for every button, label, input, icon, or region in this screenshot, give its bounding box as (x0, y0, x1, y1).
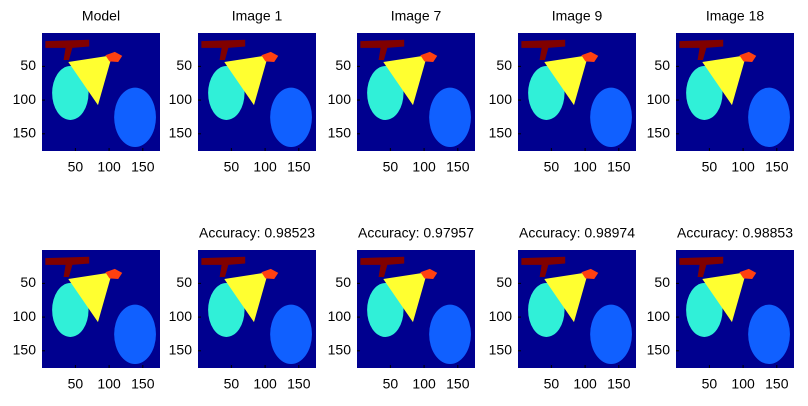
y-tick-label: 100 (169, 308, 193, 324)
x-tick-label: 50 (544, 376, 560, 392)
y-tick-label: 100 (489, 308, 513, 324)
y-tick-label: 50 (176, 274, 192, 290)
x-tick-label: 50 (702, 159, 718, 175)
panel-title: Image 1 (232, 8, 283, 24)
x-tick-label: 100 (97, 159, 121, 175)
y-tick-label: 150 (489, 125, 513, 141)
y-tick-label: 150 (489, 342, 513, 358)
x-tick-label: 150 (765, 376, 789, 392)
x-tick-label: 50 (224, 159, 240, 175)
x-tick-label: 150 (131, 159, 155, 175)
x-tick-label: 100 (97, 376, 121, 392)
x-tick-label: 100 (573, 376, 597, 392)
panel-title: Model (82, 8, 120, 24)
y-tick-label: 100 (647, 308, 671, 324)
y-tick-label: 100 (13, 91, 37, 107)
y-tick-label: 50 (176, 57, 192, 73)
x-tick-label: 100 (731, 159, 755, 175)
segmentation-image (198, 250, 316, 368)
x-tick-label: 50 (68, 159, 84, 175)
x-tick-label: 150 (607, 159, 631, 175)
y-tick-label: 150 (328, 342, 352, 358)
panel-title: Accuracy: 0.98974 (519, 225, 635, 241)
panel-title: Accuracy: 0.97957 (358, 225, 474, 241)
y-tick-label: 150 (169, 342, 193, 358)
x-tick-label: 100 (573, 159, 597, 175)
y-tick-label: 150 (328, 125, 352, 141)
segmentation-image (676, 33, 794, 151)
segmentation-image (518, 250, 636, 368)
y-tick-label: 150 (647, 342, 671, 358)
x-tick-label: 100 (253, 159, 277, 175)
y-tick-label: 100 (328, 91, 352, 107)
x-tick-label: 50 (544, 159, 560, 175)
panel-title: Accuracy: 0.98523 (199, 225, 315, 241)
y-tick-label: 50 (654, 274, 670, 290)
y-tick-label: 150 (13, 342, 37, 358)
x-tick-label: 150 (607, 376, 631, 392)
x-tick-label: 100 (412, 376, 436, 392)
y-tick-label: 50 (654, 57, 670, 73)
x-tick-label: 50 (383, 159, 399, 175)
x-tick-label: 150 (446, 376, 470, 392)
x-tick-label: 50 (383, 376, 399, 392)
panel-title: Image 9 (552, 8, 603, 24)
y-tick-label: 150 (13, 125, 37, 141)
x-tick-label: 50 (702, 376, 718, 392)
segmentation-image (198, 33, 316, 151)
segmentation-image (357, 250, 475, 368)
x-tick-label: 100 (253, 376, 277, 392)
y-tick-label: 50 (335, 274, 351, 290)
y-tick-label: 150 (647, 125, 671, 141)
segmentation-image (518, 33, 636, 151)
x-tick-label: 150 (446, 159, 470, 175)
x-tick-label: 50 (224, 376, 240, 392)
y-tick-label: 100 (328, 308, 352, 324)
x-tick-label: 100 (731, 376, 755, 392)
y-tick-label: 50 (20, 274, 36, 290)
segmentation-image (42, 250, 160, 368)
y-tick-label: 50 (496, 57, 512, 73)
x-tick-label: 150 (131, 376, 155, 392)
y-tick-label: 50 (496, 274, 512, 290)
segmentation-image (357, 33, 475, 151)
x-tick-label: 50 (68, 376, 84, 392)
panel-title: Image 18 (706, 8, 765, 24)
y-tick-label: 100 (489, 91, 513, 107)
y-tick-label: 50 (335, 57, 351, 73)
panel-title: Accuracy: 0.98853 (677, 225, 793, 241)
y-tick-label: 100 (13, 308, 37, 324)
y-tick-label: 150 (169, 125, 193, 141)
y-tick-label: 50 (20, 57, 36, 73)
figure: Model 50 100 150 50 100 150 Image 1 50 100 150 50 10… (0, 0, 808, 401)
x-tick-label: 150 (287, 376, 311, 392)
x-tick-label: 150 (765, 159, 789, 175)
segmentation-image (42, 33, 160, 151)
panel-title: Image 7 (391, 8, 442, 24)
x-tick-label: 100 (412, 159, 436, 175)
y-tick-label: 100 (647, 91, 671, 107)
segmentation-image (676, 250, 794, 368)
y-tick-label: 100 (169, 91, 193, 107)
x-tick-label: 150 (287, 159, 311, 175)
